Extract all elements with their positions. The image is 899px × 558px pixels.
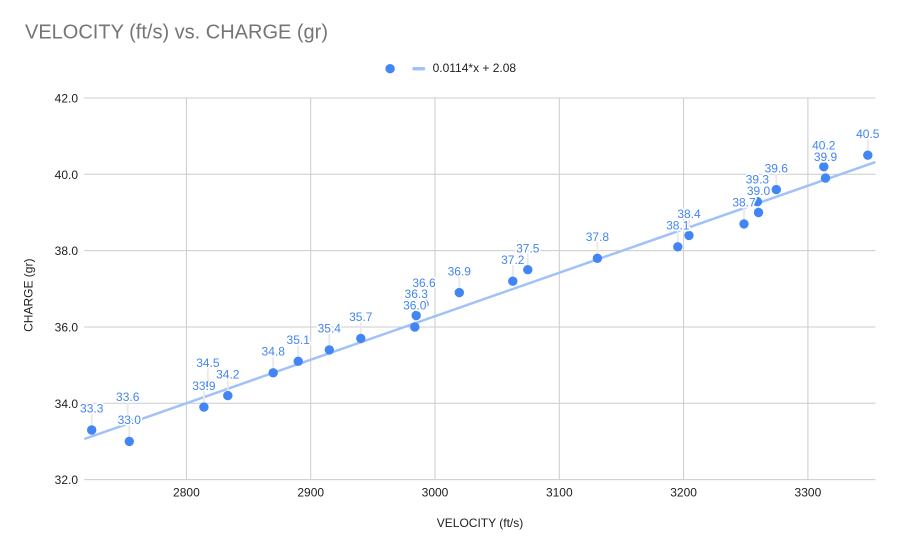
svg-text:34.8: 34.8 — [262, 345, 286, 359]
svg-text:0.0114*x + 2.08: 0.0114*x + 2.08 — [433, 61, 517, 75]
svg-text:34.5: 34.5 — [196, 356, 220, 370]
svg-text:36.0: 36.0 — [403, 299, 427, 313]
svg-text:36.6: 36.6 — [412, 276, 436, 290]
svg-text:33.9: 33.9 — [192, 379, 216, 393]
svg-text:35.7: 35.7 — [349, 310, 373, 324]
svg-text:40.0: 40.0 — [55, 168, 79, 182]
svg-text:37.5: 37.5 — [516, 241, 540, 255]
svg-text:3300: 3300 — [795, 486, 822, 500]
svg-text:39.6: 39.6 — [765, 161, 789, 175]
svg-text:CHARGE (gr): CHARGE (gr) — [21, 259, 35, 332]
svg-text:36.3: 36.3 — [405, 287, 429, 301]
svg-text:37.2: 37.2 — [501, 253, 525, 267]
svg-text:38.1: 38.1 — [666, 219, 690, 233]
svg-text:35.1: 35.1 — [287, 333, 311, 347]
svg-text:40.2: 40.2 — [812, 138, 836, 152]
svg-text:35.4: 35.4 — [318, 322, 342, 336]
svg-text:VELOCITY (ft/s) vs. CHARGE (gr: VELOCITY (ft/s) vs. CHARGE (gr) — [25, 22, 328, 44]
svg-text:32.0: 32.0 — [55, 473, 79, 487]
svg-text:39.9: 39.9 — [814, 150, 838, 164]
svg-text:38.7: 38.7 — [732, 196, 756, 210]
svg-text:36.0: 36.0 — [55, 321, 79, 335]
svg-text:3200: 3200 — [670, 486, 697, 500]
svg-text:34.2: 34.2 — [216, 367, 240, 381]
svg-text:3000: 3000 — [422, 486, 449, 500]
svg-text:VELOCITY (ft/s): VELOCITY (ft/s) — [437, 516, 523, 530]
svg-text:3100: 3100 — [546, 486, 573, 500]
svg-text:33.6: 33.6 — [116, 390, 140, 404]
svg-text:38.4: 38.4 — [677, 207, 701, 221]
svg-text:34.0: 34.0 — [55, 397, 79, 411]
svg-text:33.0: 33.0 — [118, 413, 142, 427]
svg-text:2900: 2900 — [297, 486, 324, 500]
svg-text:37.8: 37.8 — [586, 230, 610, 244]
svg-text:36.9: 36.9 — [448, 264, 472, 278]
svg-text:33.3: 33.3 — [80, 402, 104, 416]
svg-text:39.0: 39.0 — [747, 184, 771, 198]
svg-text:40.5: 40.5 — [856, 127, 880, 141]
svg-text:38.0: 38.0 — [55, 244, 79, 258]
svg-text:2800: 2800 — [173, 486, 200, 500]
svg-text:42.0: 42.0 — [55, 92, 79, 106]
svg-text:39.3: 39.3 — [746, 173, 770, 187]
